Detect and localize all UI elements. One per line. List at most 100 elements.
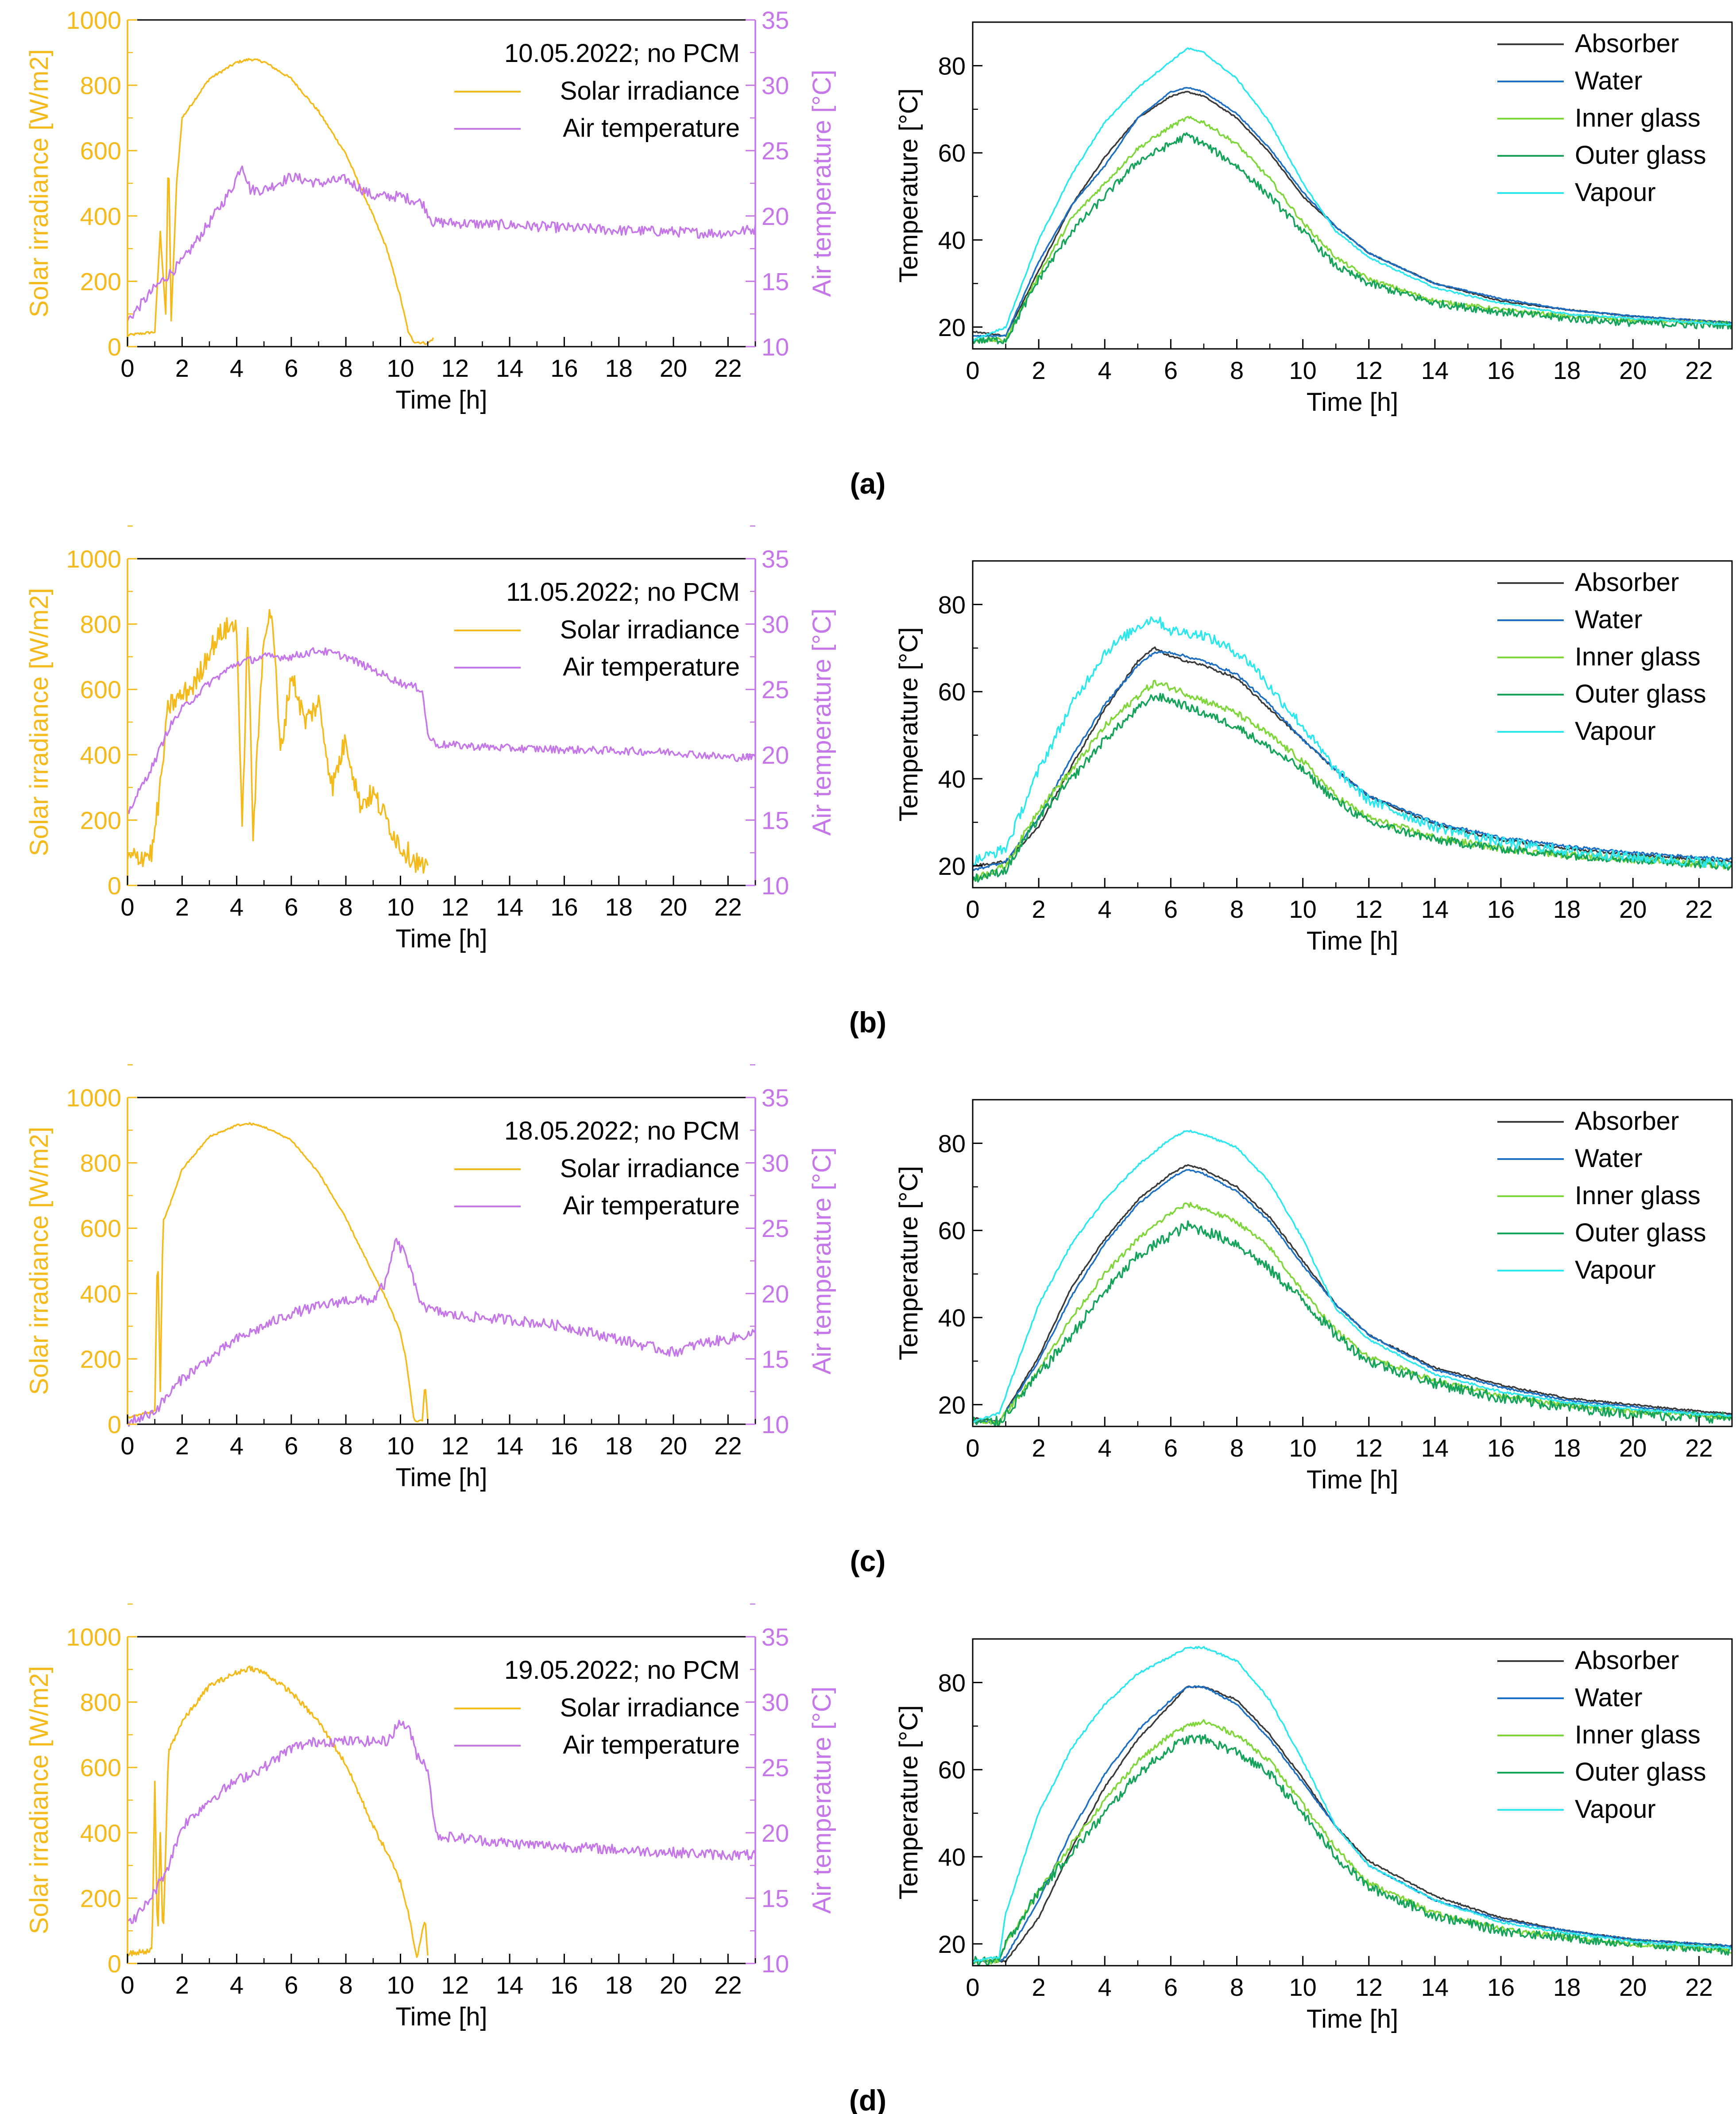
right-y-tick-label: 10 [762, 1950, 789, 1978]
y-tick-label: 40 [938, 226, 966, 254]
plot-frame [972, 560, 1733, 889]
y-axis-label: Temperature [°C] [894, 1166, 923, 1360]
x-tick-label: 20 [1619, 1434, 1647, 1462]
x-tick-label: 6 [1164, 1973, 1178, 2001]
y-tick-label: 80 [938, 591, 966, 618]
series-line-inner-glass [972, 680, 1733, 881]
x-tick-label: 2 [175, 354, 189, 382]
series-line-water [972, 650, 1733, 871]
x-axis-label: Time [h] [395, 386, 487, 414]
y-axis-label: Temperature [°C] [894, 88, 923, 282]
x-tick-label: 18 [1553, 1973, 1581, 2001]
x-tick-label: 12 [441, 893, 469, 921]
y-tick-label: 20 [938, 1930, 966, 1958]
x-tick-label: 14 [496, 1971, 523, 1999]
plot-frame [972, 1638, 1733, 1967]
x-axis-label: Time [h] [1307, 1465, 1398, 1494]
chart-title: 11.05.2022; no PCM [506, 578, 740, 607]
x-tick-label: 20 [660, 893, 687, 921]
panel-label: (b) [849, 1006, 886, 1039]
legend-label: Inner glass [1575, 642, 1701, 671]
right-y-tick-label: 20 [762, 1819, 789, 1847]
series-line-outer-glass [972, 1220, 1733, 1427]
x-tick-label: 16 [1487, 1973, 1515, 2001]
solar-air-chart-3: 0 2 4 6 8 10 12 14 16 18 20 22 0 200 400 600 800 1000 10 15… [25, 1603, 836, 2031]
right-y-tick-label: 30 [762, 611, 789, 638]
x-tick-label: 4 [230, 354, 244, 382]
left-y-tick-label: 600 [80, 1754, 121, 1782]
y-tick-label: 80 [938, 1669, 966, 1697]
x-tick-label: 6 [284, 354, 298, 382]
right-y-tick-label: 20 [762, 1280, 789, 1308]
x-tick-label: 10 [1289, 1434, 1317, 1462]
x-tick-label: 10 [387, 1971, 414, 1999]
left-y-tick-label: 800 [80, 611, 121, 638]
y-tick-label: 40 [938, 1304, 966, 1332]
x-tick-label: 14 [496, 1432, 523, 1460]
x-tick-label: 10 [387, 1432, 414, 1460]
right-y-tick-label: 25 [762, 137, 789, 165]
temperature-chart-0: 0 2 4 6 8 10 12 14 16 18 20 22 20 40 60 80 Time [h] Tempe… [894, 21, 1733, 417]
x-tick-label: 8 [1230, 1973, 1244, 2001]
x-axis-label: Time [h] [1307, 927, 1398, 955]
x-tick-label: 0 [966, 1434, 979, 1462]
x-tick-label: 6 [284, 893, 298, 921]
x-tick-label: 14 [1421, 356, 1449, 384]
temperature-chart-1: 0 2 4 6 8 10 12 14 16 18 20 22 20 40 60 80 Time [h] Tempe… [894, 560, 1733, 955]
series-line-vapour [972, 616, 1733, 868]
left-y-tick-label: 600 [80, 676, 121, 703]
x-tick-label: 8 [1230, 1434, 1244, 1462]
x-tick-label: 8 [1230, 356, 1244, 384]
x-tick-label: 16 [1487, 895, 1515, 923]
x-axis-label: Time [h] [1307, 2005, 1398, 2033]
x-axis-label: Time [h] [395, 1463, 487, 1492]
left-y-tick-label: 1000 [66, 6, 121, 34]
right-y-tick-label: 25 [762, 1214, 789, 1242]
series-line-vapour [972, 1646, 1732, 1963]
x-tick-label: 22 [714, 354, 742, 382]
legend-label: Absorber [1575, 1646, 1679, 1675]
x-tick-label: 14 [1421, 1434, 1449, 1462]
x-tick-label: 20 [660, 1971, 687, 1999]
left-y-tick-label: 800 [80, 1149, 121, 1177]
series-line-air-temperature [127, 1720, 756, 1924]
x-tick-label: 20 [660, 1432, 687, 1460]
x-tick-label: 8 [1230, 895, 1244, 923]
x-tick-label: 14 [1421, 1973, 1449, 2001]
left-y-tick-label: 200 [80, 267, 121, 295]
right-y-tick-label: 15 [762, 267, 789, 295]
left-y-axis-label: Solar irradiance [W/m2] [25, 1666, 54, 1934]
right-y-tick-label: 20 [762, 741, 789, 769]
legend-label: Solar irradiance [560, 1693, 740, 1722]
x-tick-label: 2 [1032, 356, 1046, 384]
x-tick-label: 0 [966, 1973, 979, 2001]
x-tick-label: 16 [1487, 356, 1515, 384]
series-line-outer-glass [972, 132, 1733, 344]
legend-label: Water [1575, 66, 1643, 95]
legend-label: Vapour [1575, 717, 1656, 746]
legend-label: Solar irradiance [560, 77, 740, 105]
left-y-tick-label: 400 [80, 741, 121, 769]
x-tick-label: 22 [1685, 356, 1713, 384]
x-tick-label: 22 [1685, 895, 1713, 923]
x-tick-label: 6 [1164, 895, 1178, 923]
x-tick-label: 4 [230, 1971, 244, 1999]
chart-title: 19.05.2022; no PCM [504, 1656, 740, 1685]
solar-air-chart-1: 0 2 4 6 8 10 12 14 16 18 20 22 0 200 400 600 800 1000 10 15… [25, 525, 836, 953]
x-tick-label: 10 [387, 354, 414, 382]
right-y-tick-label: 10 [762, 1411, 789, 1438]
x-tick-label: 12 [441, 1432, 469, 1460]
x-tick-label: 14 [1421, 895, 1449, 923]
legend-label: Vapour [1575, 1256, 1656, 1284]
left-y-tick-label: 1000 [66, 1623, 121, 1651]
left-y-tick-label: 0 [108, 1411, 121, 1438]
panel-label: (d) [849, 2084, 886, 2114]
legend-label: Water [1575, 1683, 1643, 1712]
legend-label: Inner glass [1575, 1720, 1701, 1749]
legend-label: Air temperature [563, 114, 740, 143]
x-tick-label: 16 [1487, 1434, 1515, 1462]
x-tick-label: 4 [1098, 1973, 1112, 2001]
x-tick-label: 8 [339, 1971, 353, 1999]
x-tick-label: 0 [120, 1432, 134, 1460]
